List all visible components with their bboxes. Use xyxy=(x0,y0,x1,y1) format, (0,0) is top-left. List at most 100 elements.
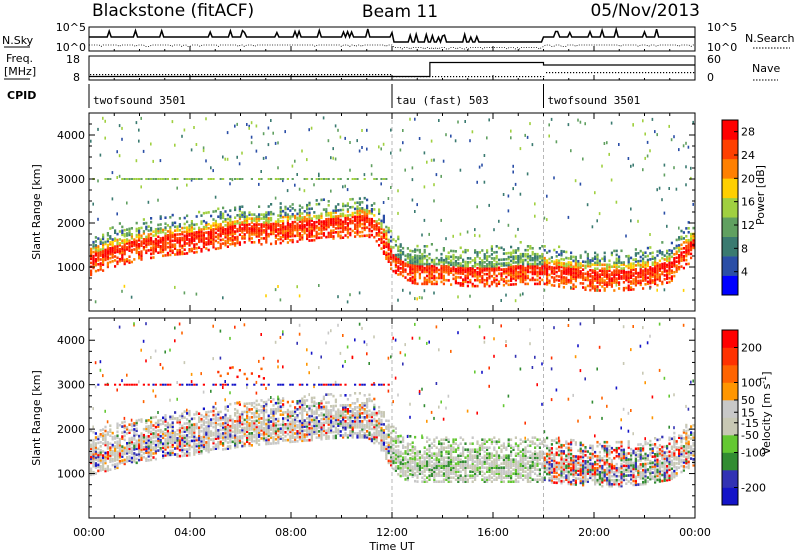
velocity-cell xyxy=(253,423,256,427)
power-cell xyxy=(94,244,97,247)
power-cell xyxy=(368,209,371,213)
velocity-cell xyxy=(198,446,201,449)
power-cell xyxy=(622,267,625,270)
velocity-cell xyxy=(222,438,225,441)
power-colorbar-swatch xyxy=(722,275,738,296)
power-cell xyxy=(104,248,107,252)
power-cell xyxy=(262,217,265,220)
nave-dot xyxy=(537,76,539,78)
velocity-cell xyxy=(135,457,138,461)
velocity-cell xyxy=(154,433,157,437)
power-cell xyxy=(675,250,678,254)
nave-dot xyxy=(546,72,548,74)
power-cell xyxy=(459,254,462,257)
power-cell xyxy=(512,257,515,260)
velocity-cell xyxy=(186,444,189,447)
power-cell xyxy=(454,279,457,283)
power-cell xyxy=(457,281,460,285)
power-cell xyxy=(466,270,469,274)
power-cell xyxy=(490,269,493,272)
power-cell xyxy=(94,254,97,257)
power-cell xyxy=(534,270,537,274)
power-cell xyxy=(344,136,346,140)
velocity-cell xyxy=(260,405,263,408)
power-cell xyxy=(178,238,181,242)
power-cell xyxy=(320,226,323,229)
power-cell xyxy=(579,270,582,273)
power-cell xyxy=(327,200,330,203)
velocity-cell xyxy=(176,443,179,446)
velocity-cell xyxy=(262,414,265,418)
power-cell xyxy=(392,258,395,261)
power-cell xyxy=(670,241,673,245)
power-cell xyxy=(481,263,484,266)
power-cell xyxy=(406,261,409,264)
velocity-cell xyxy=(152,432,155,435)
power-cell xyxy=(421,266,424,270)
velocity-cell xyxy=(130,424,133,428)
power-cell xyxy=(286,231,289,234)
power-cell xyxy=(531,262,534,266)
power-cell xyxy=(649,271,652,275)
velocity-cell xyxy=(174,411,177,414)
power-cell xyxy=(186,226,189,229)
power-cell xyxy=(428,252,431,256)
power-cell xyxy=(104,240,107,244)
power-cell xyxy=(210,238,213,241)
velocity-cell xyxy=(246,424,249,427)
power-cell xyxy=(510,253,513,257)
power-cell xyxy=(94,236,97,239)
nave-dot xyxy=(462,76,464,78)
power-cell xyxy=(651,263,654,266)
power-cell xyxy=(284,225,287,229)
velocity-cell xyxy=(234,444,237,447)
power-cell xyxy=(106,253,109,257)
velocity-cell xyxy=(130,446,133,450)
power-cell xyxy=(606,271,609,274)
power-cell xyxy=(320,222,323,225)
power-cell xyxy=(627,256,630,260)
velocity-cell xyxy=(176,397,178,401)
power-cell xyxy=(303,189,306,193)
power-cell xyxy=(675,260,678,263)
power-cell xyxy=(222,296,224,300)
power-cell xyxy=(543,288,546,292)
power-cell xyxy=(639,271,642,275)
power-cell xyxy=(570,275,573,278)
power-cell xyxy=(116,232,119,236)
power-cell xyxy=(363,196,366,200)
power-cell xyxy=(409,263,412,266)
velocity-cell xyxy=(202,437,205,441)
power-cell xyxy=(670,265,673,268)
velocity-cell xyxy=(92,460,95,464)
power-cell xyxy=(579,282,582,285)
power-cell xyxy=(308,203,311,207)
nave-dot xyxy=(411,76,413,78)
power-cell xyxy=(416,256,419,260)
nave-dot xyxy=(480,76,482,78)
power-cell xyxy=(222,228,225,231)
power-cell xyxy=(322,228,325,231)
velocity-cell xyxy=(238,435,241,438)
power-cell xyxy=(195,292,198,296)
power-cell xyxy=(483,261,486,264)
velocity-cell xyxy=(157,423,160,426)
power-cell xyxy=(195,178,198,180)
power-cell xyxy=(656,283,659,287)
velocity-cell xyxy=(162,430,165,434)
power-cell xyxy=(222,155,224,159)
power-cell xyxy=(260,213,263,216)
power-cell xyxy=(358,230,361,234)
power-cell xyxy=(522,254,525,258)
power-cell xyxy=(661,241,664,244)
power-cell xyxy=(265,229,268,232)
power-cell xyxy=(97,217,99,221)
power-cell xyxy=(169,229,172,233)
power-cell xyxy=(411,259,414,263)
velocity-cell xyxy=(188,383,191,386)
power-cell xyxy=(205,225,208,228)
velocity-cell xyxy=(92,452,95,456)
power-cell xyxy=(342,230,345,233)
power-cell xyxy=(164,254,167,257)
power-cell xyxy=(591,283,594,286)
